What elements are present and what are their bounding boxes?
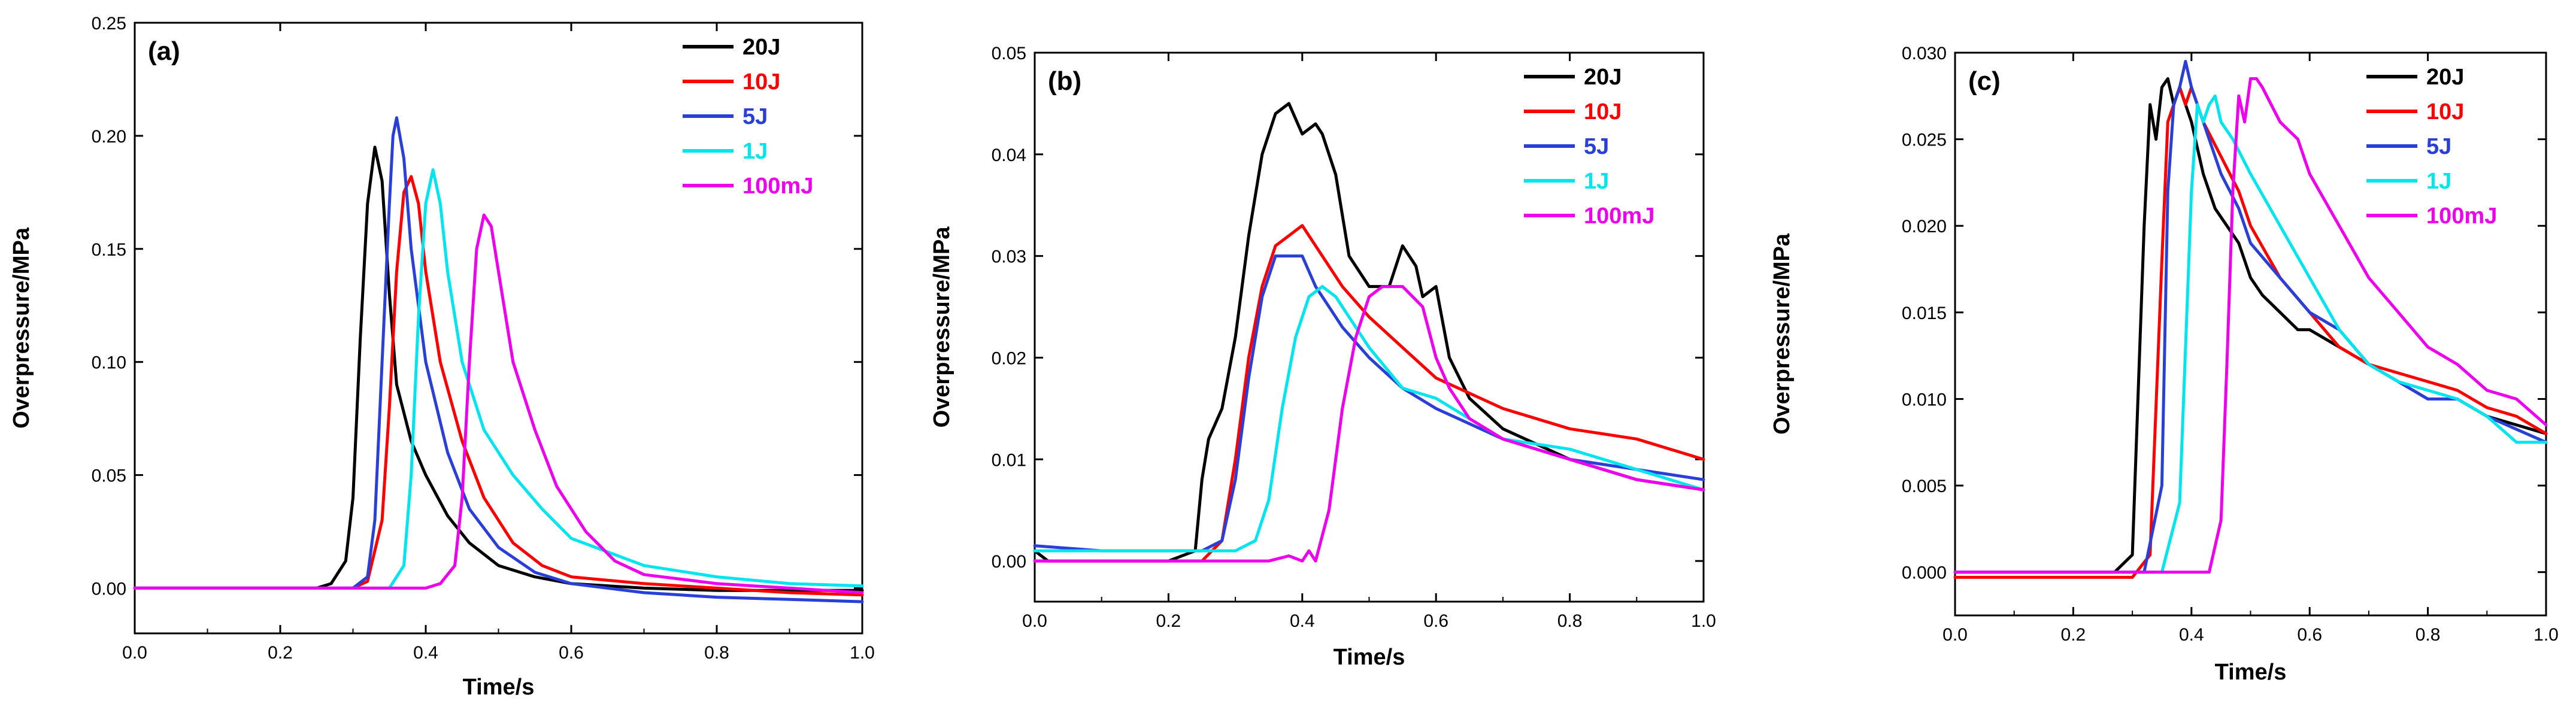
legend-label-20J: 20J bbox=[2426, 65, 2464, 90]
series-line-10J bbox=[1953, 86, 2548, 579]
x-tick-label: 0.4 bbox=[413, 643, 438, 663]
legend-label-5J: 5J bbox=[743, 104, 768, 129]
y-tick-label: 0.05 bbox=[992, 44, 1026, 63]
series-line-10J bbox=[133, 175, 864, 597]
legend-label-100mJ: 100mJ bbox=[2426, 204, 2497, 229]
series-line-100mJ bbox=[1033, 285, 1705, 563]
y-tick-label: 0.04 bbox=[992, 145, 1026, 165]
series-line-5J bbox=[1033, 254, 1705, 553]
y-tick-label: 0.02 bbox=[992, 348, 1026, 368]
y-tick-label: 0.25 bbox=[92, 14, 126, 34]
legend-label-5J: 5J bbox=[2426, 134, 2451, 159]
panel-label: (a) bbox=[148, 37, 180, 66]
y-tick-label: 0.000 bbox=[1902, 563, 1947, 583]
y-tick-label: 0.20 bbox=[92, 127, 126, 147]
x-tick-label: 0.4 bbox=[2179, 625, 2204, 645]
y-axis-title: Overpressure/MPa bbox=[9, 227, 34, 429]
x-tick-label: 0.2 bbox=[1156, 611, 1181, 631]
legend-label-10J: 10J bbox=[1584, 99, 1622, 125]
y-tick-label: 0.00 bbox=[92, 579, 126, 599]
x-tick-label: 0.0 bbox=[1942, 625, 1968, 645]
chart-panel-2: 0.0 0.2 0.4 0.6 0.8 1.0 0.00 0.01 0.02 0.03 0.04 0.… bbox=[929, 44, 1716, 670]
y-tick-label: 0.05 bbox=[92, 466, 126, 486]
x-tick-label: 0.8 bbox=[1557, 611, 1583, 631]
x-tick-label: 1.0 bbox=[850, 643, 875, 663]
x-tick-label: 0.8 bbox=[704, 643, 729, 663]
x-axis-title: Time/s bbox=[2215, 660, 2287, 685]
y-tick-label: 0.00 bbox=[992, 552, 1026, 572]
series-line-10J bbox=[1033, 224, 1705, 563]
series-line-20J bbox=[133, 145, 864, 592]
series-line-100mJ bbox=[1953, 77, 2548, 574]
series-line-1J bbox=[133, 168, 864, 590]
x-tick-label: 0.0 bbox=[122, 643, 147, 663]
y-tick-label: 0.01 bbox=[992, 450, 1026, 470]
y-axis-title: Overpressure/MPa bbox=[1769, 233, 1795, 435]
y-tick-label: 0.020 bbox=[1902, 217, 1947, 236]
x-tick-label: 0.0 bbox=[1022, 611, 1047, 631]
legend-label-20J: 20J bbox=[743, 35, 780, 60]
series-line-5J bbox=[1953, 60, 2548, 574]
x-tick-label: 0.8 bbox=[2416, 625, 2441, 645]
x-tick-label: 0.4 bbox=[1290, 611, 1315, 631]
x-tick-label: 0.2 bbox=[2061, 625, 2086, 645]
legend-label-1J: 1J bbox=[1584, 169, 1609, 194]
series-line-1J bbox=[1033, 285, 1705, 553]
x-tick-label: 1.0 bbox=[1691, 611, 1716, 631]
x-tick-label: 0.2 bbox=[268, 643, 293, 663]
series-line-100mJ bbox=[133, 213, 864, 594]
x-axis-title: Time/s bbox=[1334, 645, 1405, 670]
chart-panel-3: 0.0 0.2 0.4 0.6 0.8 1.0 0.000 0.005 0.010 0.015 0.… bbox=[1769, 44, 2559, 685]
chart-panel-1: 0.0 0.2 0.4 0.6 0.8 1.0 0.00 0.05 0.10 0.15 0.20 0.… bbox=[9, 14, 875, 700]
legend-label-5J: 5J bbox=[1584, 134, 1609, 159]
y-tick-label: 0.005 bbox=[1902, 477, 1947, 496]
y-tick-label: 0.03 bbox=[992, 247, 1026, 267]
series-line-1J bbox=[1953, 94, 2548, 574]
panel-label: (b) bbox=[1048, 66, 1081, 96]
legend-label-100mJ: 100mJ bbox=[743, 174, 813, 199]
y-tick-label: 0.015 bbox=[1902, 304, 1947, 323]
x-tick-label: 0.6 bbox=[1423, 611, 1448, 631]
x-tick-label: 1.0 bbox=[2533, 625, 2559, 645]
legend-label-20J: 20J bbox=[1584, 65, 1622, 90]
y-tick-label: 0.030 bbox=[1902, 44, 1947, 63]
panel-label: (c) bbox=[1968, 66, 2001, 96]
legend-label-10J: 10J bbox=[2426, 99, 2464, 125]
legend-label-1J: 1J bbox=[2426, 169, 2451, 194]
x-tick-label: 0.6 bbox=[2297, 625, 2322, 645]
legend-label-1J: 1J bbox=[743, 139, 768, 164]
legend-label-100mJ: 100mJ bbox=[1584, 204, 1654, 229]
y-tick-label: 0.10 bbox=[92, 353, 126, 373]
y-axis-title: Overpressure/MPa bbox=[929, 226, 954, 428]
y-tick-label: 0.025 bbox=[1902, 131, 1947, 150]
legend-label-10J: 10J bbox=[743, 69, 780, 95]
y-tick-label: 0.010 bbox=[1902, 390, 1947, 409]
x-axis-title: Time/s bbox=[463, 675, 535, 700]
x-tick-label: 0.6 bbox=[559, 643, 584, 663]
y-tick-label: 0.15 bbox=[92, 240, 126, 260]
